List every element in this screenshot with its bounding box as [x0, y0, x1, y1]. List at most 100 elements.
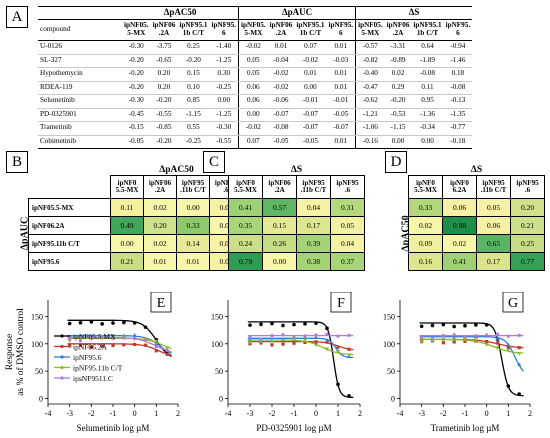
- table-a-cell: -0.13: [443, 94, 473, 109]
- heatmap-cell: 0.41: [228, 198, 263, 217]
- data-point: [325, 332, 329, 336]
- table-a-cell: 0.15: [177, 67, 210, 82]
- panel-letter-f: F: [337, 296, 345, 311]
- table-a-column-header: ipNF95. 6: [326, 19, 356, 41]
- data-point: [484, 323, 489, 327]
- heatmap-cell: 0.49: [110, 216, 144, 235]
- data-point: [248, 335, 252, 339]
- data-point: [314, 335, 318, 339]
- x-tick-label: -3: [247, 409, 254, 418]
- x-tick-label: 2: [176, 409, 180, 418]
- table-a-compound-name: U-0126: [38, 40, 122, 55]
- table-a-cell: -0.15: [122, 121, 151, 136]
- table-a-cell: -0.57: [355, 40, 385, 55]
- data-point: [292, 322, 296, 327]
- table-a-compound-name: Trametinib: [38, 121, 122, 136]
- data-point: [259, 322, 263, 327]
- data-point: [78, 343, 83, 347]
- data-point: [325, 338, 329, 342]
- data-point: [165, 352, 169, 356]
- y-tick-label: 50: [35, 367, 43, 376]
- table-a-cell: 0.00: [209, 94, 239, 109]
- heatmap-b: ΔpAC50 ipNF0 5.5-MX ipNF06.2A ipNF95.11b C/T…: [28, 165, 243, 271]
- table-a-cell: -3.31: [384, 40, 412, 55]
- heatmap-cell: 0.14: [176, 234, 210, 253]
- curve-series-1: [419, 322, 524, 397]
- data-point: [292, 338, 296, 342]
- x-axis-label: Selumetinib log µM: [77, 423, 150, 433]
- table-a-compound-name: PD-0325901: [38, 108, 122, 122]
- table-a-cell: -0.01: [294, 94, 327, 109]
- data-point: [430, 339, 435, 344]
- dose-response-plots: Response as % of DMSO control050100150-4-…: [5, 292, 532, 433]
- table-a-cell: -0.07: [267, 108, 295, 122]
- heatmap-column-header: ipNF0 5.5-MX: [228, 175, 263, 199]
- data-point: [517, 346, 521, 350]
- data-point: [452, 333, 456, 337]
- heatmap-cell: 0.57: [262, 198, 297, 217]
- data-point: [248, 341, 252, 345]
- heatmap-cell: 0.38: [296, 252, 331, 271]
- table-a-cell: -0.20: [177, 54, 210, 68]
- x-tick-label: 1: [154, 409, 158, 418]
- heatmap-cell: 0.24: [228, 234, 263, 253]
- heatmap-cell: 0.00: [176, 198, 210, 217]
- panel-label-a: A: [6, 6, 28, 28]
- data-point: [259, 340, 263, 344]
- table-a-cell: -0.05: [267, 135, 295, 149]
- x-tick-label: 0: [314, 409, 318, 418]
- table-a-cell: 0.00: [294, 81, 327, 95]
- heatmap-cell: 0.05: [476, 198, 511, 217]
- x-tick-label: 1: [506, 409, 510, 418]
- data-point: [325, 347, 329, 352]
- heatmap-cell: 0.02: [408, 216, 443, 235]
- table-a-cell: -0.94: [443, 40, 473, 55]
- heatmap-row: 0.16 0.41 0.17 0.77: [408, 252, 545, 271]
- heatmap-cell: 0.20: [143, 216, 177, 235]
- table-a-cell: -1.35: [443, 108, 473, 122]
- data-point: [133, 336, 137, 340]
- table-a-cell: -0.62: [355, 94, 385, 109]
- table-a-compound-name: SL-327: [38, 54, 122, 68]
- data-point: [506, 348, 511, 353]
- data-point: [420, 335, 424, 339]
- heatmap-row: ipNF95.11b C/T 0.00 0.02 0.14 0.05: [28, 234, 243, 253]
- data-point: [68, 337, 72, 341]
- data-point: [474, 323, 478, 327]
- curve-series-1: [247, 321, 354, 399]
- x-tick-label: 2: [528, 409, 532, 418]
- x-tick-label: 0: [485, 409, 489, 418]
- table-a-column-header: ipNF06.2A: [267, 19, 295, 41]
- table-a-cell: -0.02: [267, 67, 295, 82]
- table-a-cell: -0.02: [238, 40, 268, 55]
- table-a-cell: -0.20: [150, 94, 178, 109]
- data-point: [89, 345, 93, 349]
- data-point: [248, 323, 252, 327]
- panel-letter-box: [150, 292, 172, 313]
- heatmap-cell: 0.06: [442, 198, 477, 217]
- x-tick-label: -1: [462, 409, 469, 418]
- heatmap-column-header: ipNF95.11b C/T: [296, 175, 331, 199]
- heatmap-row: ipNF06.2A 0.49 0.20 0.33 0.00: [28, 216, 243, 235]
- table-a-cell: 0.95: [411, 94, 444, 109]
- legend-label: ipNF06.2A: [73, 343, 108, 352]
- x-tick-label: -2: [440, 409, 447, 418]
- table-a-column-header: ipNF06.2A: [384, 19, 412, 41]
- data-point: [314, 333, 318, 337]
- panel-letter-e: E: [157, 296, 166, 311]
- heatmap-cell: 0.39: [296, 234, 331, 253]
- table-a-cell: -0.02: [238, 121, 268, 136]
- table-a: ΔpAC50 ΔpAUC ΔS compound ipNF05. 5-MX ipNF06.2…: [38, 6, 473, 149]
- table-a-cell: -0.85: [150, 121, 178, 136]
- table-a-corner: [38, 6, 122, 20]
- table-a-cell: -0.06: [267, 94, 295, 109]
- heatmap-title: ΔpAC50: [159, 165, 194, 175]
- table-a-cell: 0.55: [177, 121, 210, 136]
- curve-series-5: [67, 336, 172, 353]
- curve-series-1: [67, 319, 172, 357]
- data-point: [314, 343, 318, 347]
- table-row: RDEA-119 -0.20 0.20 0.10 -0.25 0.06 -0.02 0.00 0…: [38, 81, 473, 95]
- data-point: [506, 334, 510, 338]
- table-a-cell: 0.06: [238, 81, 268, 95]
